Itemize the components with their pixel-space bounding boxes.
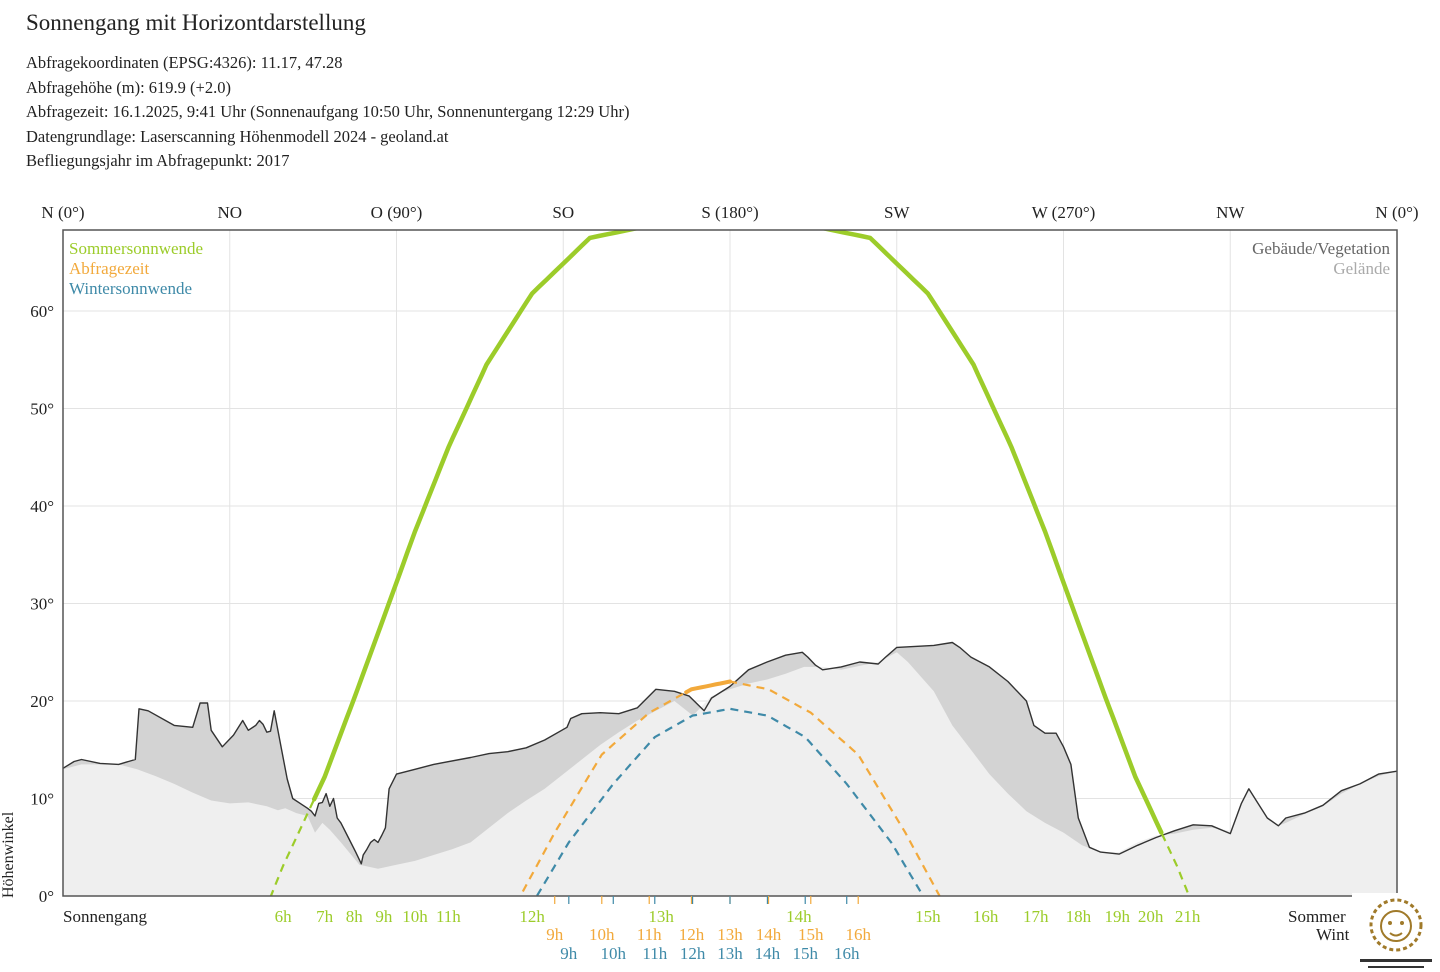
- info-data-source: Datengrundlage: Laserscanning Höhenmodel…: [26, 127, 449, 146]
- hour-label: 9h: [546, 925, 564, 944]
- hour-label: 15h: [792, 944, 818, 963]
- legend-entry: Sommersonnwende: [69, 239, 203, 258]
- hour-label: 12h: [679, 925, 705, 944]
- hour-label: 14h: [786, 907, 812, 926]
- hour-label: 17h: [1023, 907, 1049, 926]
- hour-label: 9h: [375, 907, 393, 926]
- hour-label: 13h: [717, 925, 743, 944]
- hour-label: 18h: [1066, 907, 1092, 926]
- x-tick-label: SO: [552, 203, 574, 222]
- company-logo: [1352, 893, 1440, 972]
- hour-label: 15h: [915, 907, 941, 926]
- y-tick-label: 30°: [30, 595, 54, 614]
- info-coordinates: Abfragekoordinaten (EPSG:4326): 11.17, 4…: [26, 53, 343, 72]
- info-query-time: Abfragezeit: 16.1.2025, 9:41 Uhr (Sonnen…: [26, 102, 630, 121]
- y-tick-label: 20°: [30, 692, 54, 711]
- hour-label: 10h: [601, 944, 627, 963]
- hour-label: 11h: [642, 944, 667, 963]
- row-label-winter: Wint: [1316, 925, 1350, 944]
- x-tick-label: NW: [1216, 203, 1245, 222]
- y-tick-label: 60°: [30, 302, 54, 321]
- legend-entry: Abfragezeit: [69, 259, 150, 278]
- info-survey-year: Befliegungsjahr im Abfragepunkt: 2017: [26, 151, 290, 170]
- hour-label: 19h: [1104, 907, 1130, 926]
- y-tick-label: 0°: [39, 887, 54, 906]
- hour-label: 12h: [680, 944, 706, 963]
- hour-label: 16h: [973, 907, 999, 926]
- hour-label: 7h: [316, 907, 334, 926]
- x-tick-label: N (0°): [41, 203, 84, 222]
- hour-label: 8h: [346, 907, 364, 926]
- y-axis-label: Höhenwinkel: [0, 811, 17, 898]
- legend-entry: Wintersonnwende: [69, 279, 192, 298]
- row-label-sommer: Sommer: [1288, 907, 1346, 926]
- x-tick-label: SW: [884, 203, 910, 222]
- page-title: Sonnengang mit Horizontdarstellung: [26, 10, 366, 35]
- y-tick-label: 10°: [30, 790, 54, 809]
- x-tick-label: W (270°): [1032, 203, 1096, 222]
- hour-label: 11h: [436, 907, 461, 926]
- sun-path-visible: [311, 230, 1164, 835]
- sun-path-below-horizon: [535, 707, 925, 896]
- hour-label: 10h: [589, 925, 615, 944]
- hour-label: 6h: [275, 907, 293, 926]
- sun-path-visible: [684, 679, 732, 695]
- x-tick-label: O (90°): [371, 203, 423, 222]
- sun-paths: [269, 230, 1191, 896]
- x-tick-label: N (0°): [1375, 203, 1418, 222]
- x-tick-label: NO: [217, 203, 242, 222]
- horizon-line: [62, 641, 1398, 865]
- hour-label: 13h: [717, 944, 743, 963]
- lion-logo-icon: [1360, 898, 1432, 968]
- x-tick-label: S (180°): [701, 203, 758, 222]
- hour-label: 15h: [798, 925, 824, 944]
- hour-label: 16h: [834, 944, 860, 963]
- row-label-sonnengang: Sonnengang: [63, 907, 148, 926]
- info-elevation: Abfragehöhe (m): 619.9 (+2.0): [26, 78, 231, 97]
- hour-label: 13h: [648, 907, 674, 926]
- hour-label: 10h: [402, 907, 428, 926]
- hour-label: 14h: [755, 944, 781, 963]
- y-tick-label: 50°: [30, 400, 54, 419]
- hour-label: 11h: [637, 925, 662, 944]
- legend-entry: Gebäude/Vegetation: [1252, 239, 1390, 258]
- hour-label: 21h: [1175, 907, 1201, 926]
- area-gelaende: [63, 652, 1397, 896]
- y-tick-label: 40°: [30, 497, 54, 516]
- hour-label: 20h: [1138, 907, 1164, 926]
- legend-entry: Gelände: [1333, 259, 1390, 278]
- hour-label: 12h: [519, 907, 545, 926]
- hour-label: 16h: [845, 925, 871, 944]
- hour-label: 9h: [560, 944, 578, 963]
- hour-label: 14h: [756, 925, 782, 944]
